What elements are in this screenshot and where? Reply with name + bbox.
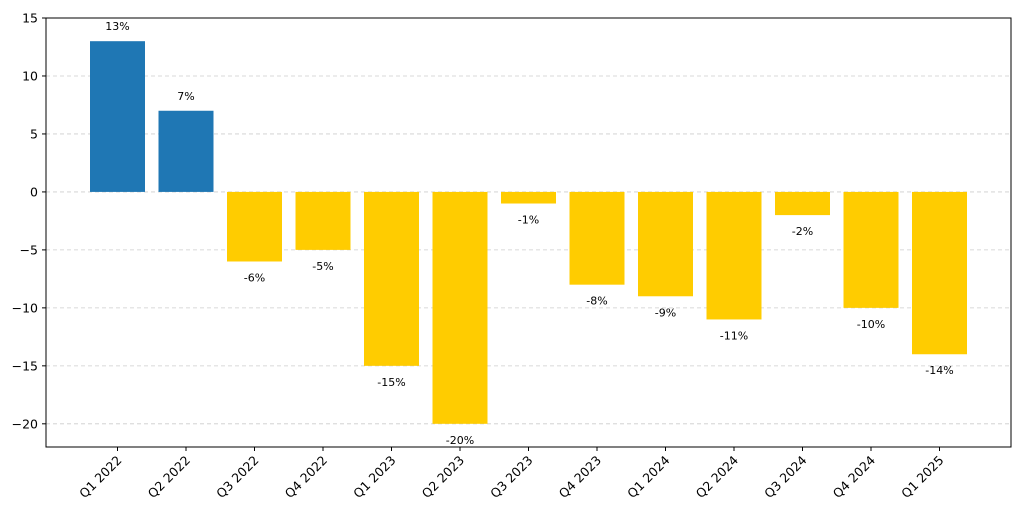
data-label: -8% (586, 295, 607, 308)
data-label: -2% (792, 225, 813, 238)
x-tick-label: Q3 2022 (213, 453, 261, 501)
bar-q1-2024 (638, 191, 693, 297)
x-tick-label: Q3 2023 (487, 453, 535, 501)
x-tick-label: Q1 2025 (898, 453, 946, 501)
x-tick-label: Q1 2022 (76, 453, 124, 501)
data-label: -5% (312, 260, 333, 273)
bar-q3-2023 (501, 191, 556, 204)
y-tick-label: −5 (20, 242, 38, 257)
x-tick-label: Q2 2024 (693, 452, 742, 501)
y-tick-label: 10 (22, 68, 38, 83)
bar-q2-2022 (158, 110, 214, 192)
x-tick-label: Q4 2023 (556, 453, 604, 501)
data-label: -1% (518, 214, 539, 227)
bar-q3-2024 (775, 191, 830, 216)
data-label: -15% (377, 376, 405, 389)
x-tick-label: Q4 2022 (282, 453, 330, 501)
data-label: -6% (244, 271, 265, 284)
x-tick-label: Q4 2024 (830, 452, 879, 501)
data-label: 13% (105, 20, 129, 33)
bar-q4-2023 (569, 191, 625, 285)
y-tick-label: 5 (30, 126, 38, 141)
bars-layer (90, 41, 967, 424)
data-label: -20% (446, 434, 474, 447)
data-label: -14% (925, 364, 953, 377)
y-tick-label: −10 (12, 300, 38, 315)
y-tick-label: 15 (22, 11, 38, 26)
y-tick-label: −20 (12, 416, 38, 431)
bar-q2-2024 (706, 191, 762, 320)
data-labels-layer: 13% 7% -6% -5% -15% -20% -1% -8% -9% -11% -2% -10% -… (105, 20, 953, 447)
data-label: -9% (655, 306, 676, 319)
x-tick-label: Q1 2023 (350, 453, 398, 501)
bar-q4-2022 (295, 191, 351, 250)
bar-q1-2023 (364, 191, 419, 366)
x-tick-label: Q2 2022 (145, 453, 193, 501)
x-tick-label: Q3 2024 (761, 452, 810, 501)
bar-q3-2022 (227, 191, 282, 262)
bar-q1-2022 (90, 41, 145, 192)
bar-q1-2025 (912, 191, 967, 355)
bar-q2-2023 (432, 191, 488, 424)
x-tick-label: Q2 2023 (419, 453, 467, 501)
plot-frame (45, 17, 1012, 448)
bar-q4-2024 (843, 191, 899, 308)
data-label: -10% (857, 318, 885, 331)
y-tick-label: −15 (12, 358, 38, 373)
x-tick-label: Q1 2024 (624, 452, 673, 501)
data-label: 7% (177, 90, 194, 103)
y-tick-label: 0 (30, 184, 38, 199)
data-label: -11% (720, 329, 748, 342)
